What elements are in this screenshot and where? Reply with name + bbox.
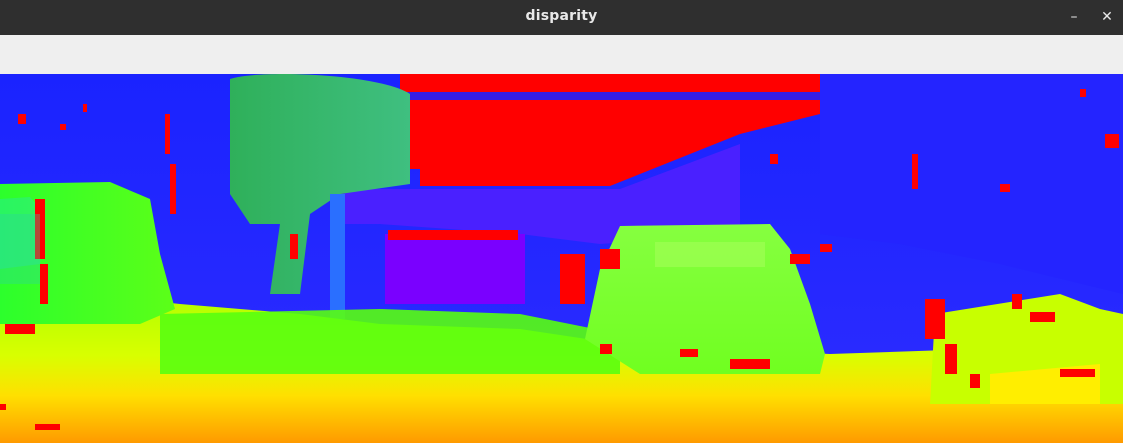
invalid-region-top	[400, 74, 820, 186]
invalid-strip	[388, 230, 518, 240]
window-title: disparity	[525, 8, 598, 24]
invalid-speckles	[0, 89, 1119, 430]
toolbar	[0, 35, 1123, 75]
road-mid	[160, 309, 620, 374]
mid-building	[338, 144, 740, 244]
right-building	[820, 74, 1123, 294]
left-car-shade	[0, 197, 45, 269]
close-icon[interactable]: ✕	[1101, 9, 1113, 25]
tree	[230, 74, 410, 294]
purple-vehicle	[385, 234, 525, 304]
minimize-icon[interactable]: –	[1070, 9, 1078, 25]
blue-stripe	[400, 92, 820, 100]
title-bar[interactable]: disparity – ✕	[0, 0, 1123, 35]
disparity-image[interactable]	[0, 74, 1123, 443]
center-car-window	[655, 242, 765, 267]
tree-trunk	[330, 194, 345, 319]
teal-hint	[0, 214, 40, 284]
disparity-map	[0, 74, 1123, 443]
